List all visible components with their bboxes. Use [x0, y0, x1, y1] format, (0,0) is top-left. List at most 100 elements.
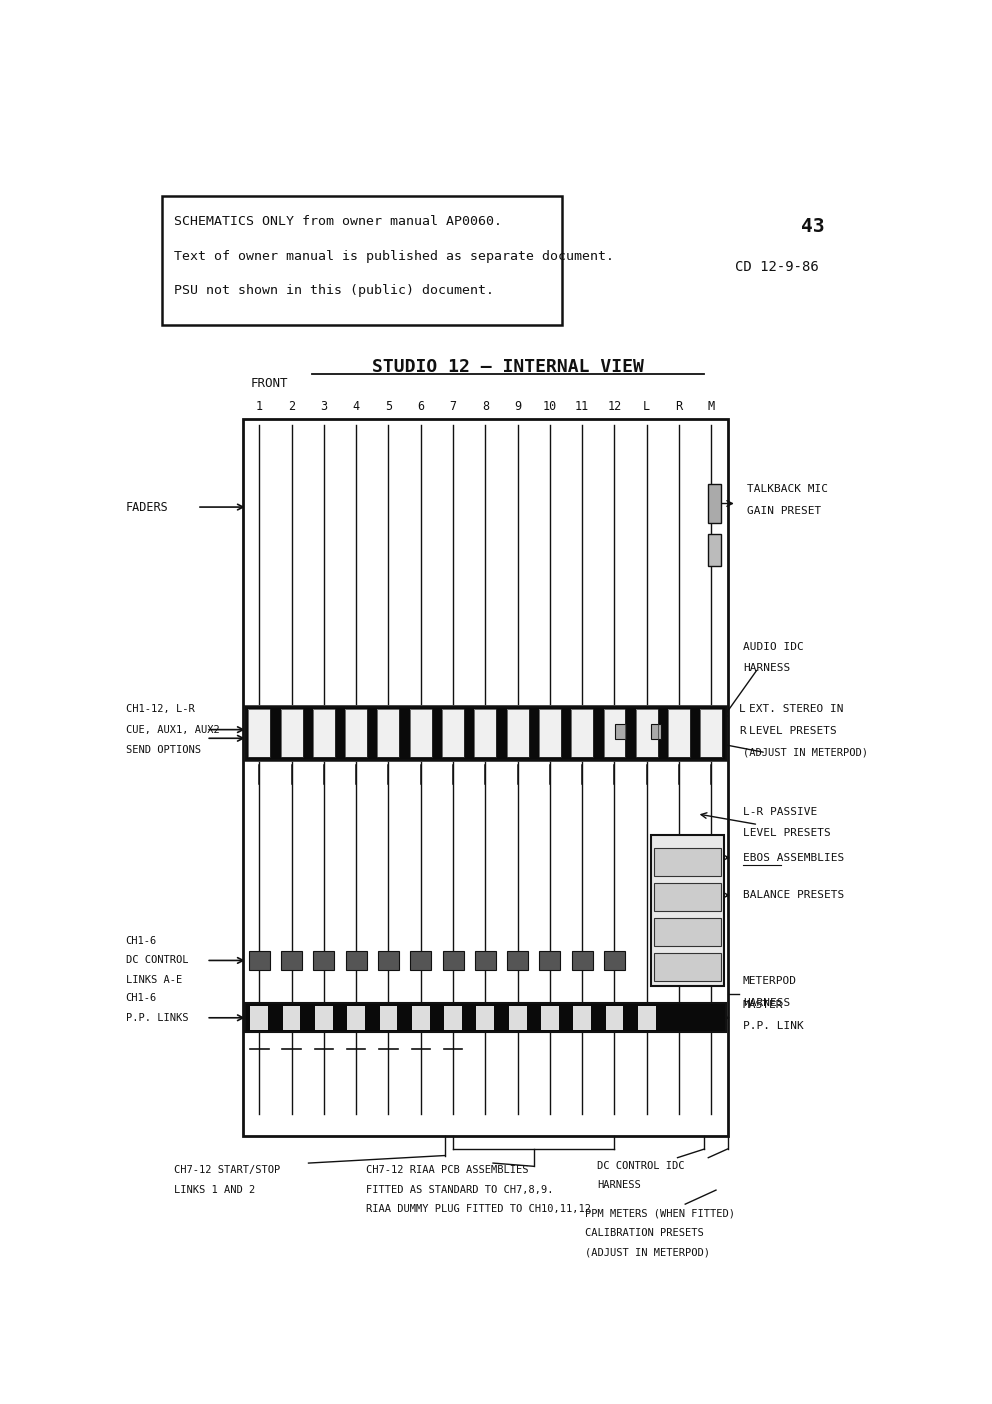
Bar — [378, 709, 400, 757]
Bar — [707, 534, 721, 566]
Bar — [654, 883, 720, 911]
Text: EBOS ASSEMBLIES: EBOS ASSEMBLIES — [743, 852, 844, 862]
Text: 3: 3 — [320, 400, 327, 413]
Bar — [507, 952, 528, 970]
Text: L: L — [643, 400, 651, 413]
Bar — [281, 709, 303, 757]
Text: (ADJUST IN METERPOD): (ADJUST IN METERPOD) — [585, 1247, 710, 1258]
Bar — [604, 952, 625, 970]
Text: BALANCE PRESETS: BALANCE PRESETS — [743, 890, 844, 900]
Text: TALKBACK MIC: TALKBACK MIC — [747, 484, 827, 494]
Text: LEVEL PRESETS: LEVEL PRESETS — [743, 828, 830, 838]
Bar — [245, 706, 726, 760]
Text: LEVEL PRESETS: LEVEL PRESETS — [749, 726, 837, 736]
Text: (ADJUST IN METERPOD): (ADJUST IN METERPOD) — [743, 748, 868, 758]
Bar — [654, 918, 720, 946]
Text: EXT. STEREO IN: EXT. STEREO IN — [749, 705, 843, 715]
Bar — [571, 709, 593, 757]
Bar — [668, 709, 690, 757]
Text: R: R — [676, 400, 682, 413]
Bar — [603, 709, 626, 757]
Text: FADERS: FADERS — [126, 501, 169, 514]
Text: 6: 6 — [418, 400, 425, 413]
Bar — [248, 709, 270, 757]
Text: 7: 7 — [449, 400, 456, 413]
Text: CUE, AUX1, AUX2: CUE, AUX1, AUX2 — [126, 724, 219, 734]
Bar — [539, 709, 560, 757]
Text: CD 12-9-86: CD 12-9-86 — [735, 260, 819, 274]
Bar — [412, 1005, 430, 1031]
Text: HARNESS: HARNESS — [743, 998, 791, 1008]
Text: 12: 12 — [607, 400, 622, 413]
Text: L: L — [739, 705, 746, 715]
Text: PPM METERS (WHEN FITTED): PPM METERS (WHEN FITTED) — [585, 1209, 735, 1219]
Text: Text of owner manual is published as separate document.: Text of owner manual is published as sep… — [174, 250, 614, 263]
Bar — [636, 709, 658, 757]
Bar — [541, 1005, 558, 1031]
Bar — [700, 709, 722, 757]
Bar — [315, 1005, 332, 1031]
Bar — [378, 952, 399, 970]
Bar — [281, 709, 303, 757]
Bar — [636, 709, 658, 757]
Bar — [651, 835, 723, 986]
Bar — [540, 952, 560, 970]
Bar — [668, 709, 690, 757]
Bar — [378, 709, 400, 757]
Text: 9: 9 — [514, 400, 521, 413]
Bar — [615, 723, 626, 739]
Bar — [474, 709, 496, 757]
Text: L-R PASSIVE: L-R PASSIVE — [743, 807, 817, 817]
Bar — [163, 195, 562, 326]
Bar — [250, 1005, 268, 1031]
Bar — [707, 484, 721, 524]
Text: RIAA DUMMY PLUG FITTED TO CH10,11,12: RIAA DUMMY PLUG FITTED TO CH10,11,12 — [366, 1205, 591, 1214]
Text: DC CONTROL IDC: DC CONTROL IDC — [597, 1161, 684, 1171]
Bar — [245, 1004, 726, 1032]
Bar — [442, 952, 463, 970]
Text: STUDIO 12 — INTERNAL VIEW: STUDIO 12 — INTERNAL VIEW — [372, 358, 645, 376]
Bar — [380, 1005, 398, 1031]
Bar — [571, 709, 593, 757]
Text: 5: 5 — [385, 400, 392, 413]
Text: MASTER: MASTER — [743, 1000, 784, 1009]
Bar — [345, 952, 367, 970]
Text: 1: 1 — [256, 400, 263, 413]
Bar — [243, 420, 727, 1136]
Text: 10: 10 — [543, 400, 558, 413]
Bar — [603, 709, 626, 757]
Bar — [312, 709, 335, 757]
Bar — [638, 1005, 656, 1031]
Bar — [410, 709, 432, 757]
Bar — [573, 1005, 591, 1031]
Text: DC CONTROL: DC CONTROL — [126, 956, 188, 966]
Bar — [313, 952, 334, 970]
Text: FITTED AS STANDARD TO CH7,8,9.: FITTED AS STANDARD TO CH7,8,9. — [366, 1185, 554, 1195]
Bar — [411, 952, 432, 970]
Bar — [571, 952, 592, 970]
Bar — [476, 1005, 494, 1031]
Text: P.P. LINKS: P.P. LINKS — [126, 1012, 188, 1022]
Text: CALIBRATION PRESETS: CALIBRATION PRESETS — [585, 1228, 704, 1238]
Bar — [507, 709, 529, 757]
Bar — [605, 1005, 623, 1031]
Bar — [442, 709, 464, 757]
Text: LINKS A-E: LINKS A-E — [126, 974, 182, 984]
Text: HARNESS: HARNESS — [743, 663, 791, 673]
Bar — [283, 1005, 301, 1031]
Text: SCHEMATICS ONLY from owner manual AP0060.: SCHEMATICS ONLY from owner manual AP0060… — [174, 215, 502, 227]
Bar — [507, 709, 529, 757]
Bar — [248, 709, 270, 757]
Text: LINKS 1 AND 2: LINKS 1 AND 2 — [174, 1185, 255, 1195]
Text: M: M — [708, 400, 715, 413]
Bar — [654, 953, 720, 981]
Bar — [700, 709, 722, 757]
Text: 4: 4 — [352, 400, 360, 413]
Text: METERPOD: METERPOD — [743, 976, 797, 986]
Bar — [475, 952, 496, 970]
Bar — [442, 709, 464, 757]
Text: AUDIO IDC: AUDIO IDC — [743, 642, 804, 651]
Text: CH1-6: CH1-6 — [126, 993, 157, 1004]
Text: GAIN PRESET: GAIN PRESET — [747, 505, 821, 517]
Bar — [410, 709, 432, 757]
